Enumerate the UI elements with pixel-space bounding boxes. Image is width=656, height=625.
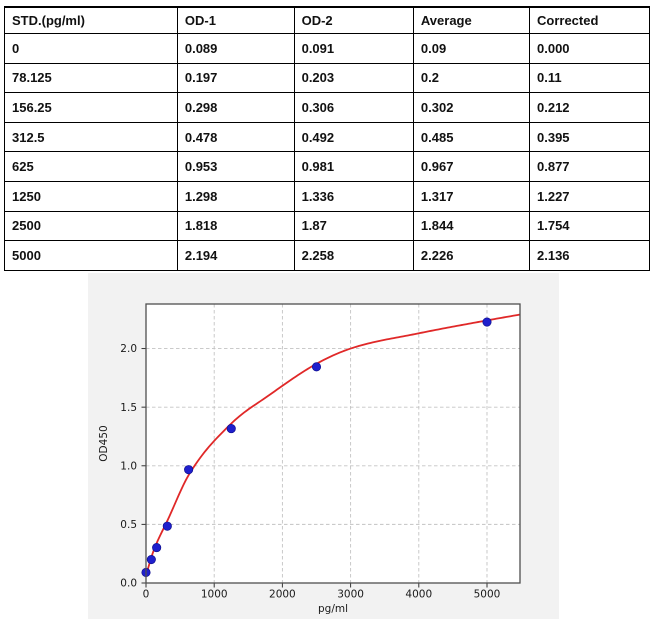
table-cell: 312.5 bbox=[4, 121, 178, 153]
column-header: OD-1 bbox=[176, 6, 295, 34]
table-cell: 2.136 bbox=[529, 240, 650, 271]
table-cell: 2.226 bbox=[412, 240, 531, 271]
table-cell: 0.197 bbox=[176, 62, 295, 94]
standard-curve-chart: 0 1000 2000 3000 4000 5000 0.0 0.5 1.0 1.5 2.0 pg/m… bbox=[98, 303, 521, 615]
table-row: 1250 1.298 1.336 1.317 1.227 bbox=[4, 180, 650, 212]
table-cell: 1.317 bbox=[412, 180, 531, 212]
x-tick-label: 0 bbox=[143, 589, 150, 601]
table-cell: 0.302 bbox=[412, 92, 531, 123]
table-cell: 0 bbox=[4, 33, 178, 64]
x-tick-label: 3000 bbox=[337, 589, 364, 601]
chart-panel: 0 1000 2000 3000 4000 5000 0.0 0.5 1.0 1.5 2.0 pg/m… bbox=[88, 273, 559, 619]
table-cell: 0.000 bbox=[529, 33, 650, 64]
table-row: 312.5 0.478 0.492 0.485 0.395 bbox=[4, 121, 650, 153]
table-cell: 0.877 bbox=[529, 151, 650, 182]
table-header-row: STD.(pg/ml) OD-1 OD-2 Average Corrected bbox=[4, 6, 650, 34]
x-tick-label: 2000 bbox=[269, 589, 296, 601]
data-point bbox=[226, 424, 236, 434]
table-cell: 0.09 bbox=[412, 33, 531, 64]
table-cell: 1.87 bbox=[293, 210, 414, 242]
table-cell: 1.844 bbox=[412, 210, 531, 242]
table-cell: 0.953 bbox=[176, 151, 295, 182]
table-cell: 0.492 bbox=[293, 121, 414, 153]
y-axis-label: OD450 bbox=[98, 425, 110, 461]
table-cell: 2.194 bbox=[176, 240, 295, 271]
table-cell: 0.11 bbox=[529, 62, 650, 94]
y-tick-label: 1.0 bbox=[120, 460, 137, 472]
y-tick-label: 2.0 bbox=[120, 343, 137, 355]
y-tick-label: 0.0 bbox=[120, 578, 137, 590]
table-cell: 1.818 bbox=[176, 210, 295, 242]
table-cell: 1.298 bbox=[176, 180, 295, 212]
x-tick-label: 4000 bbox=[405, 589, 432, 601]
data-point bbox=[311, 362, 322, 372]
table-cell: 0.485 bbox=[412, 121, 531, 153]
table-cell: 1250 bbox=[4, 180, 178, 212]
data-point bbox=[184, 465, 194, 475]
table-row: 625 0.953 0.981 0.967 0.877 bbox=[4, 151, 650, 182]
data-point bbox=[152, 543, 162, 553]
column-header: Average bbox=[412, 6, 531, 34]
table-cell: 0.981 bbox=[293, 151, 414, 182]
column-header: OD-2 bbox=[293, 6, 414, 34]
plot-border bbox=[145, 303, 521, 584]
x-tick-label: 1000 bbox=[201, 589, 228, 601]
column-header: Corrected bbox=[529, 6, 650, 34]
data-point bbox=[162, 521, 172, 531]
table-cell: 1.754 bbox=[529, 210, 650, 242]
table-cell: 0.091 bbox=[293, 33, 414, 64]
table-cell: 0.395 bbox=[529, 121, 650, 153]
table-cell: 0.967 bbox=[412, 151, 531, 182]
column-header: STD.(pg/ml) bbox=[4, 6, 178, 34]
table-cell: 1.227 bbox=[529, 180, 650, 212]
table-cell: 0.478 bbox=[176, 121, 295, 153]
table-cell: 0.089 bbox=[176, 33, 295, 64]
y-tick-label: 0.5 bbox=[120, 519, 137, 531]
table-cell: 5000 bbox=[4, 240, 178, 271]
table-row: 2500 1.818 1.87 1.844 1.754 bbox=[4, 210, 650, 242]
y-tick-label: 1.5 bbox=[120, 402, 137, 414]
table-cell: 0.306 bbox=[293, 92, 414, 123]
x-axis-label: pg/ml bbox=[318, 603, 348, 615]
table-cell: 2500 bbox=[4, 210, 178, 242]
fit-curve bbox=[146, 313, 520, 577]
table-cell: 2.258 bbox=[293, 240, 414, 271]
table-row: 156.25 0.298 0.306 0.302 0.212 bbox=[4, 92, 650, 123]
table-row: 5000 2.194 2.258 2.226 2.136 bbox=[4, 240, 650, 271]
table-cell: 1.336 bbox=[293, 180, 414, 212]
x-tick-label: 5000 bbox=[474, 589, 501, 601]
table-cell: 78.125 bbox=[4, 62, 178, 94]
plot-area bbox=[146, 304, 520, 583]
table-cell: 0.203 bbox=[293, 62, 414, 94]
table-row: 0 0.089 0.091 0.09 0.000 bbox=[4, 33, 650, 64]
data-point bbox=[482, 317, 492, 327]
table-cell: 625 bbox=[4, 151, 178, 182]
table-cell: 0.212 bbox=[529, 92, 650, 123]
data-point bbox=[146, 555, 156, 565]
table-row: 78.125 0.197 0.203 0.2 0.11 bbox=[4, 62, 650, 94]
table-cell: 156.25 bbox=[4, 92, 178, 123]
std-table: STD.(pg/ml) OD-1 OD-2 Average Corrected 0 0.08… bbox=[4, 6, 650, 271]
table-cell: 0.2 bbox=[412, 62, 531, 94]
table-cell: 0.298 bbox=[176, 92, 295, 123]
